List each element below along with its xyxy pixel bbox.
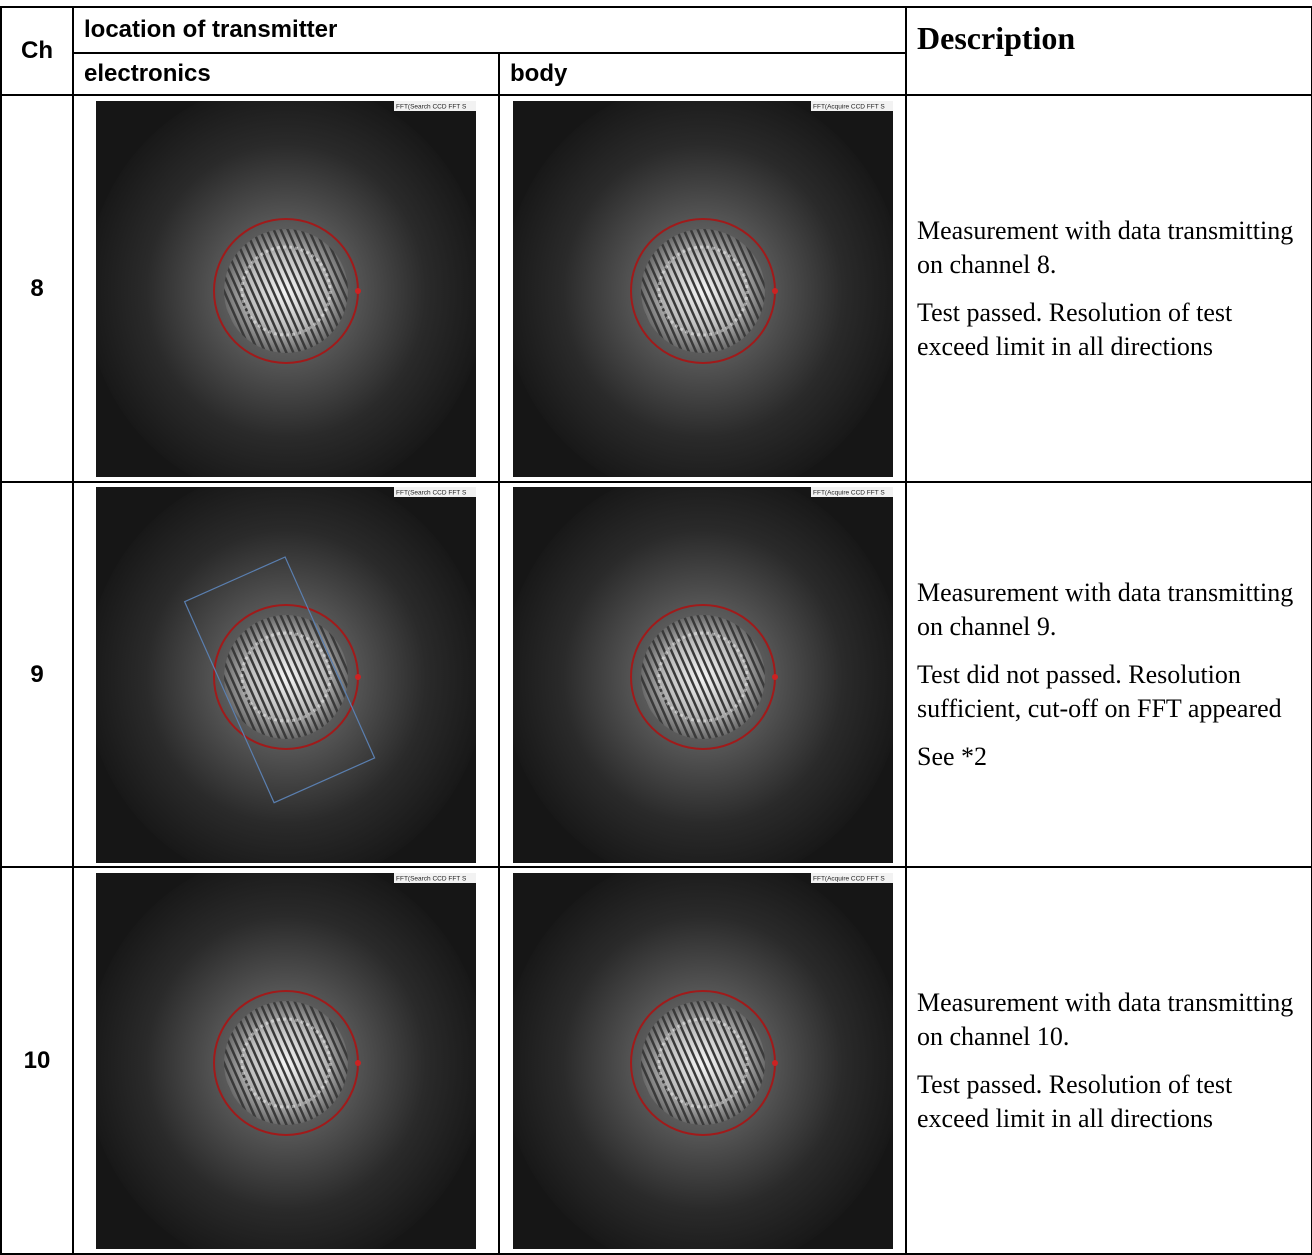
body-cell: FFT(Acquire CCD FFT S [499, 482, 906, 867]
red-handle [355, 288, 361, 294]
description-text: Measurement with data transmitting on ch… [917, 986, 1303, 1054]
description-text: Measurement with data transmitting on ch… [917, 214, 1303, 282]
body-cell: FFT(Acquire CCD FFT S [499, 95, 906, 482]
fft-image: FFT(Acquire CCD FFT S [513, 487, 893, 863]
red-handle [772, 1060, 778, 1066]
page: Ch location of transmitter Description e… [0, 0, 1312, 1255]
description-text: See *2 [917, 740, 1303, 774]
header-description: Description [906, 7, 1312, 95]
fft-image: FFT(Search CCD FFT S [96, 101, 476, 477]
red-handle [772, 288, 778, 294]
red-handle [355, 1060, 361, 1066]
image-label: FFT(Acquire CCD FFT S [813, 875, 885, 882]
channel: 9 [1, 482, 73, 867]
description-text: Test passed. Resolution of test exceed l… [917, 1068, 1303, 1136]
header-location: location of transmitter [73, 7, 906, 53]
results-table: Ch location of transmitter Description e… [0, 6, 1312, 1255]
red-handle [355, 674, 361, 680]
fft-image: FFT(Search CCD FFT S [96, 487, 476, 863]
image-label: FFT(Search CCD FFT S [396, 489, 467, 496]
description-cell: Measurement with data transmitting on ch… [906, 95, 1312, 482]
table-row: 9 FFT(Search CCD FFT S FFT(Acquire CCD FFT… [1, 482, 1312, 867]
image-label: FFT(Acquire CCD FFT S [813, 489, 885, 496]
header-electronics: electronics [73, 53, 499, 95]
red-handle [772, 674, 778, 680]
description-cell: Measurement with data transmitting on ch… [906, 482, 1312, 867]
fft-image: FFT(Acquire CCD FFT S [513, 873, 893, 1249]
description-text: Measurement with data transmitting on ch… [917, 576, 1303, 644]
channel: 8 [1, 95, 73, 482]
electronics-cell: FFT(Search CCD FFT S [73, 867, 499, 1254]
channel: 10 [1, 867, 73, 1254]
fft-image: FFT(Search CCD FFT S [96, 873, 476, 1249]
electronics-cell: FFT(Search CCD FFT S [73, 482, 499, 867]
image-label: FFT(Search CCD FFT S [396, 875, 467, 882]
electronics-cell: FFT(Search CCD FFT S [73, 95, 499, 482]
table-row: 10 FFT(Search CCD FFT S FFT(Acquire CCD FF… [1, 867, 1312, 1254]
header-ch: Ch [1, 7, 73, 95]
table-row: 8 FFT(Search CCD FFT S FFT(Acquire CCD FFT… [1, 95, 1312, 482]
fft-image: FFT(Acquire CCD FFT S [513, 101, 893, 477]
description-text: Test did not passed. Resolution sufficie… [917, 658, 1303, 726]
description-text: Test passed. Resolution of test exceed l… [917, 296, 1303, 364]
table-body: 8 FFT(Search CCD FFT S FFT(Acquire CCD FFT… [1, 95, 1312, 1254]
body-cell: FFT(Acquire CCD FFT S [499, 867, 906, 1254]
description-cell: Measurement with data transmitting on ch… [906, 867, 1312, 1254]
image-label: FFT(Acquire CCD FFT S [813, 103, 885, 110]
image-label: FFT(Search CCD FFT S [396, 103, 467, 110]
header-body: body [499, 53, 906, 95]
